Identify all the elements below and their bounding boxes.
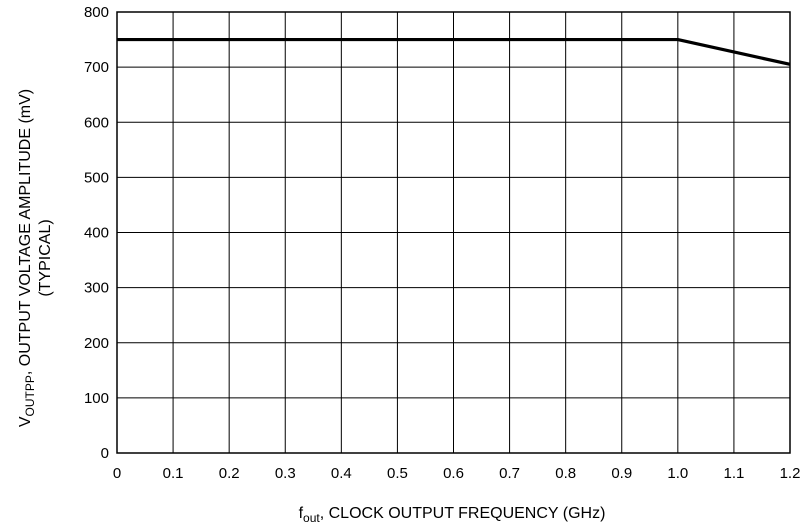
- x-tick-label: 1.1: [723, 465, 744, 482]
- x-tick-label: 0.3: [275, 465, 296, 482]
- y-axis-title-rest: , OUTPUT VOLTAGE AMPLITUDE (mV): [17, 89, 34, 375]
- x-axis-title: fout, CLOCK OUTPUT FREQUENCY (GHz): [299, 505, 606, 525]
- y-tick-label: 200: [84, 335, 109, 352]
- x-tick-label: 0.8: [555, 465, 576, 482]
- y-axis-title-line1: VOUTPP, OUTPUT VOLTAGE AMPLITUDE (mV): [17, 89, 37, 427]
- y-tick-label: 600: [84, 114, 109, 131]
- x-tick-label: 1.2: [780, 465, 801, 482]
- y-tick-label: 800: [84, 4, 109, 21]
- y-axis-title-sub: OUTPP: [23, 375, 37, 416]
- x-tick-label: 1.0: [667, 465, 688, 482]
- x-tick-labels: 0 0.1 0.2 0.3 0.4 0.5 0.6 0.7 0.8 0.9 1.0 1.1 1.2: [113, 465, 801, 482]
- x-tick-label: 0.4: [331, 465, 352, 482]
- x-tick-label: 0.9: [611, 465, 632, 482]
- y-tick-label: 0: [101, 445, 109, 462]
- plot-frame: [116, 11, 791, 454]
- x-axis-title-sub: out: [303, 511, 320, 525]
- y-tick-label: 300: [84, 280, 109, 297]
- series-line: [117, 37, 791, 66]
- x-tick-label: 0.5: [387, 465, 408, 482]
- y-tick-label: 100: [84, 390, 109, 407]
- grid: [116, 11, 791, 454]
- x-tick-label: 0.6: [443, 465, 464, 482]
- series-group: [117, 37, 791, 66]
- x-axis-title-rest: , CLOCK OUTPUT FREQUENCY (GHz): [320, 505, 606, 522]
- x-tick-label: 0: [113, 465, 121, 482]
- x-axis-title-main: f: [299, 505, 304, 522]
- y-tick-label: 400: [84, 225, 109, 242]
- y-tick-label: 500: [84, 169, 109, 186]
- y-tick-labels: 0 100 200 300 400 500 600 700 800: [84, 4, 109, 462]
- x-tick-label: 0.2: [219, 465, 240, 482]
- y-axis-title-main: V: [17, 416, 34, 427]
- y-axis-title-line2: (TYPICAL): [37, 219, 54, 296]
- y-axis-title: VOUTPP, OUTPUT VOLTAGE AMPLITUDE (mV) (T…: [17, 89, 54, 427]
- x-tick-label: 0.1: [163, 465, 184, 482]
- y-tick-label: 700: [84, 59, 109, 76]
- x-tick-label: 0.7: [499, 465, 520, 482]
